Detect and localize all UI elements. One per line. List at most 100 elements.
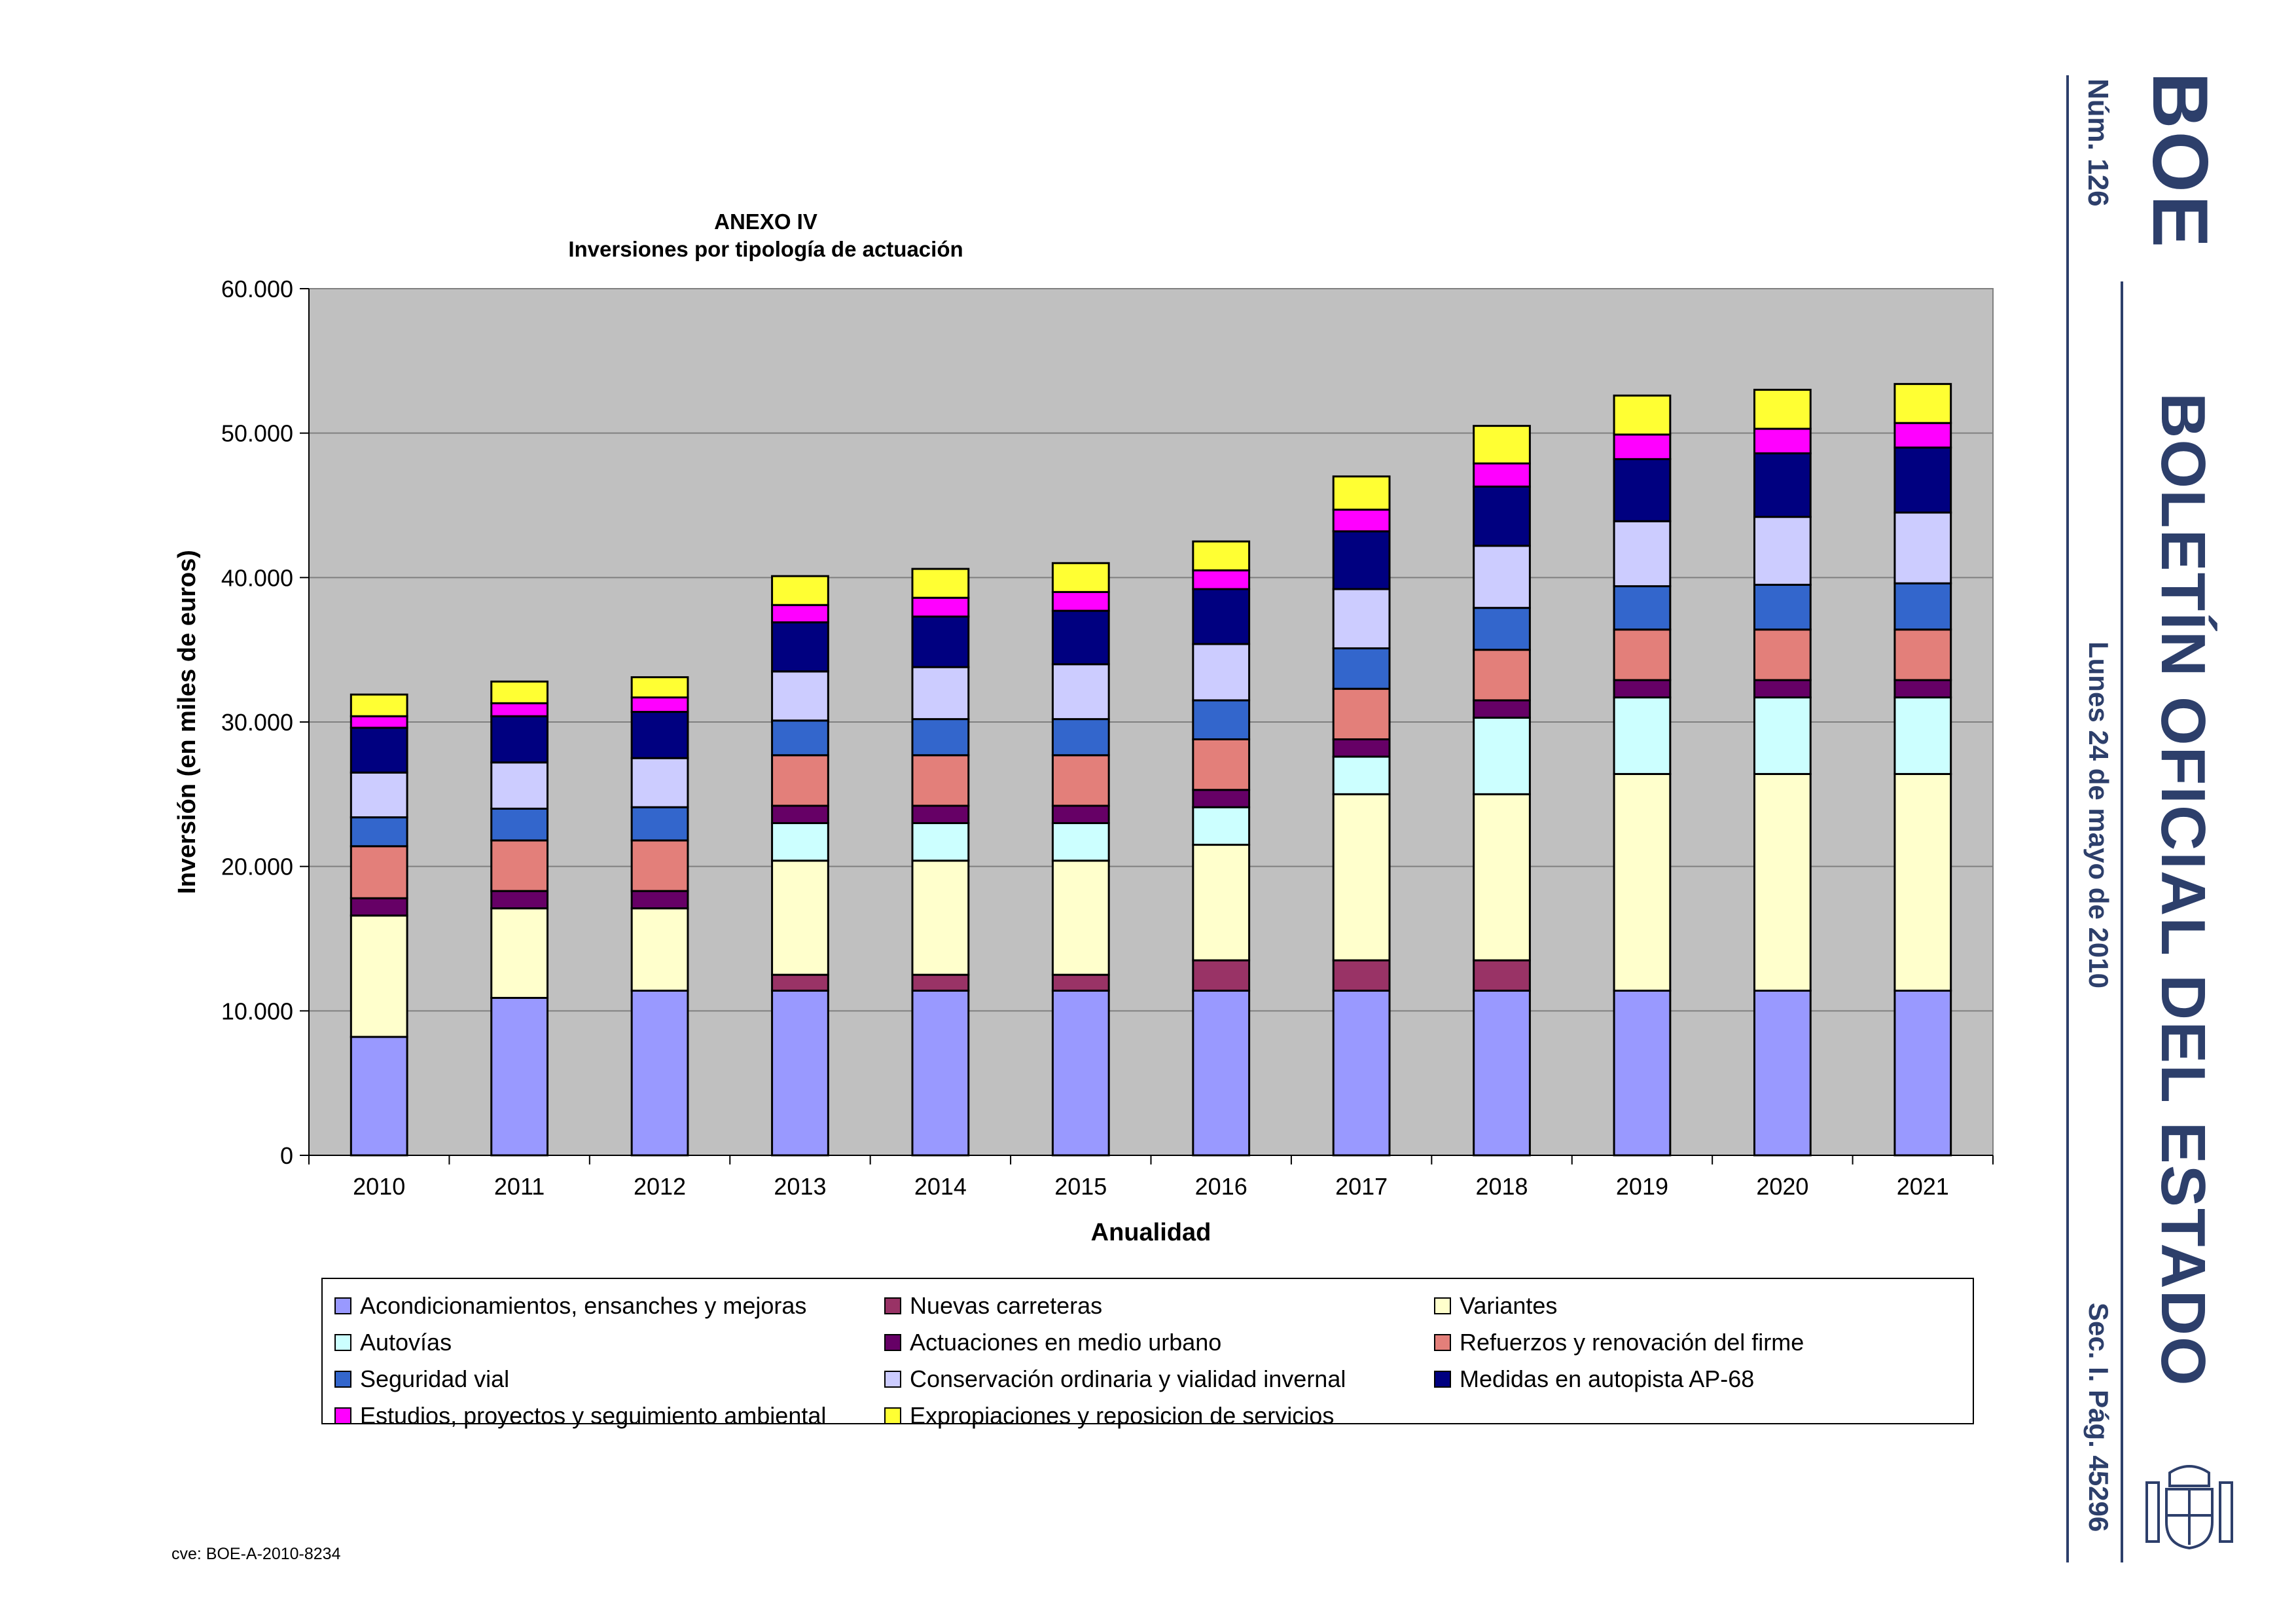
legend-label: Actuaciones en medio urbano xyxy=(910,1329,1221,1356)
legend-swatch xyxy=(334,1371,351,1388)
bar-segment xyxy=(1613,628,1672,681)
bar-segment xyxy=(350,897,408,917)
bar-segment xyxy=(1613,394,1672,436)
bar-segment xyxy=(490,890,549,910)
legend-swatch xyxy=(334,1334,351,1351)
bar-segment xyxy=(350,816,408,848)
legend-entry: Variantes xyxy=(1434,1292,1557,1319)
chart-title: ANEXO IV xyxy=(714,209,817,234)
bar-segment xyxy=(1332,475,1391,511)
chart-subtitle: Inversiones por tipología de actuación xyxy=(568,237,963,261)
bar-segment xyxy=(1473,649,1531,702)
bar-segment xyxy=(1613,989,1672,1157)
bar-segment xyxy=(1753,388,1812,430)
bar-segment xyxy=(1753,628,1812,681)
x-tick-labels: 2010 2011 2012 2013 2014 2015 2016 2017 2018 2019… xyxy=(353,1173,1949,1200)
bar-segment xyxy=(1051,590,1110,612)
x-tick-label: 2016 xyxy=(1195,1173,1247,1200)
bar-segment xyxy=(1051,663,1110,721)
bar-segment xyxy=(1893,446,1952,514)
bar-segment xyxy=(1753,989,1812,1157)
bar-segment xyxy=(350,693,408,717)
bar-segment xyxy=(490,907,549,999)
bar-segment xyxy=(771,604,829,624)
bar-segment xyxy=(1893,679,1952,698)
legend-label: Seguridad vial xyxy=(360,1365,509,1392)
bar-segment xyxy=(1753,679,1812,698)
legend-swatch xyxy=(884,1371,901,1388)
bar-segment xyxy=(1613,696,1672,775)
x-tick-label: 2013 xyxy=(774,1173,826,1200)
bars-group xyxy=(350,383,1952,1157)
x-tick-label: 2014 xyxy=(914,1173,967,1200)
x-tick-label: 2019 xyxy=(1616,1173,1668,1200)
bar-segment xyxy=(1192,643,1251,702)
bar-segment xyxy=(1192,540,1251,571)
header-rule-secondary xyxy=(2121,281,2123,1562)
bar-segment xyxy=(1051,859,1110,976)
x-tick-label: 2012 xyxy=(634,1173,686,1200)
bar-segment xyxy=(1332,530,1391,590)
bar-segment xyxy=(771,989,829,1157)
legend-label: Estudios, proyectos y seguimiento ambien… xyxy=(360,1402,826,1429)
legend-items: Acondicionamientos, ensanches y mejoras N… xyxy=(334,1292,1804,1429)
bar-segment xyxy=(1753,772,1812,992)
bar-segment xyxy=(630,890,689,910)
bar-segment xyxy=(490,807,549,842)
legend-entry: Nuevas carreteras xyxy=(884,1292,1102,1319)
bar-segment xyxy=(490,680,549,704)
bar-segment xyxy=(1051,562,1110,593)
legend-entry: Medidas en autopista AP-68 xyxy=(1434,1365,1754,1392)
bar-segment xyxy=(1753,583,1812,631)
x-axis-title: Anualidad xyxy=(1091,1219,1211,1246)
y-tick-label: 60.000 xyxy=(221,276,293,302)
gridlines xyxy=(309,432,1993,1012)
bar-segment xyxy=(1332,687,1391,740)
legend-swatch xyxy=(334,1297,351,1314)
x-tick-label: 2020 xyxy=(1756,1173,1808,1200)
y-tick-label: 50.000 xyxy=(221,420,293,447)
legend-entry: Refuerzos y renovación del firme xyxy=(1434,1329,1804,1356)
bar-segment xyxy=(771,621,829,673)
y-axis-title: Inversión (en miles de euros) xyxy=(173,550,201,894)
axes xyxy=(300,288,1994,1164)
bar-segment xyxy=(630,696,689,713)
y-tick-label: 20.000 xyxy=(221,854,293,880)
bar-segment xyxy=(1473,959,1531,992)
bar-segment xyxy=(771,973,829,992)
bar-segment xyxy=(1893,422,1952,449)
bar-segment xyxy=(911,804,970,824)
bar-segment xyxy=(911,973,970,992)
bar-segment xyxy=(1192,989,1251,1157)
bar-segment xyxy=(630,989,689,1157)
bar-segment xyxy=(1332,647,1391,690)
legend-swatch xyxy=(1434,1334,1451,1351)
bar-segment xyxy=(911,568,970,599)
bar-segment xyxy=(1192,844,1251,962)
bar-segment xyxy=(1051,973,1110,992)
bar-segment xyxy=(1192,806,1251,846)
legend-swatch xyxy=(334,1407,351,1424)
legend-entry: Conservación ordinaria y vialidad invern… xyxy=(884,1365,1346,1392)
legend-swatch xyxy=(884,1297,901,1314)
bar-segment xyxy=(911,989,970,1157)
bar-segment xyxy=(630,806,689,842)
legend-label: Expropiaciones y reposicion de servicios xyxy=(910,1402,1334,1429)
bar-segment xyxy=(1893,511,1952,585)
header-rule xyxy=(2066,75,2069,1562)
bar-segment xyxy=(771,575,829,606)
bar-segment xyxy=(911,718,970,757)
bar-segment xyxy=(1332,959,1391,992)
bar-segment xyxy=(1753,696,1812,775)
bar-segment xyxy=(771,821,829,862)
bar-segment xyxy=(1051,804,1110,824)
bar-segment xyxy=(1051,821,1110,862)
x-tick-label: 2010 xyxy=(353,1173,405,1200)
bar-segment xyxy=(1753,427,1812,455)
legend-swatch xyxy=(884,1407,901,1424)
bar-segment xyxy=(1192,738,1251,791)
legend-label: Autovías xyxy=(360,1329,452,1356)
bar-segment xyxy=(490,715,549,764)
bar-segment xyxy=(911,615,970,668)
